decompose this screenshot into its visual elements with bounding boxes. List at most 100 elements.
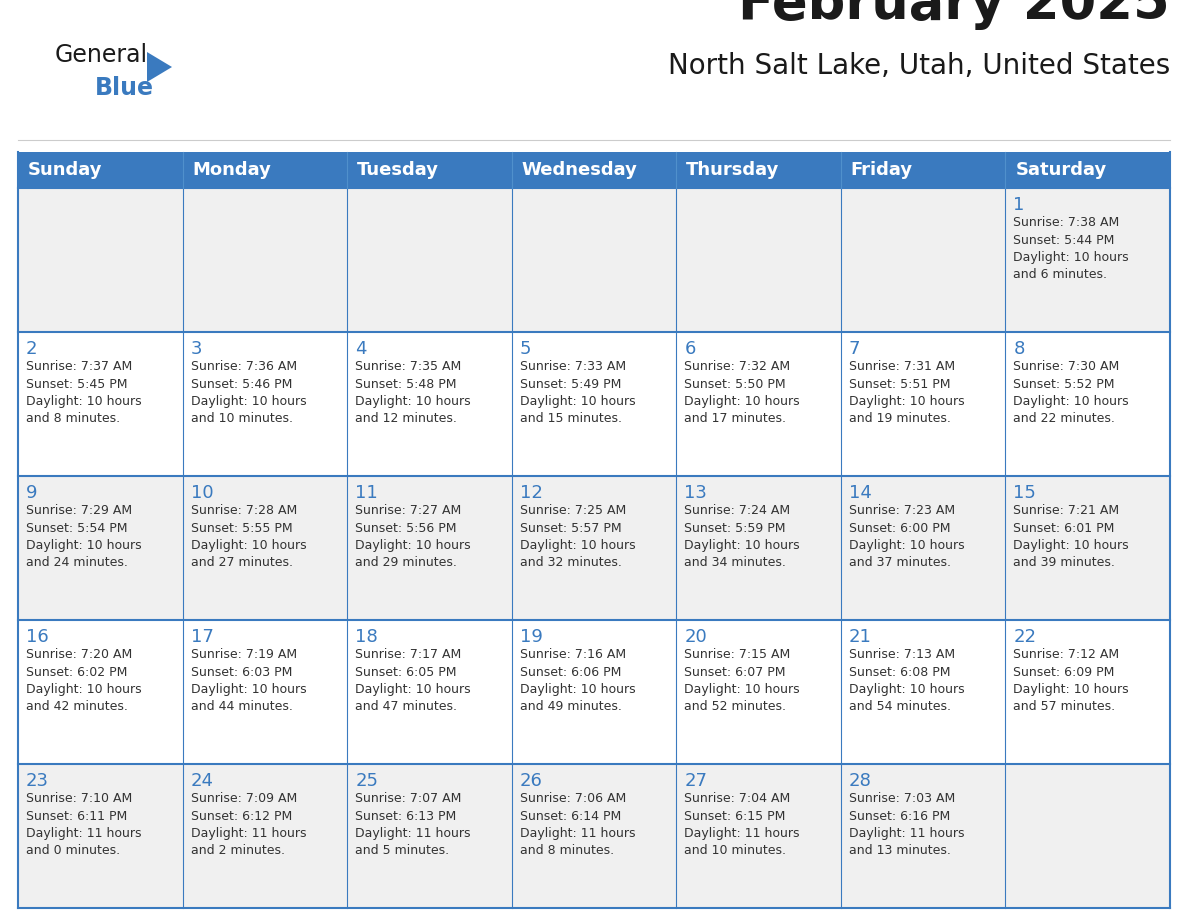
- Bar: [841, 764, 1005, 908]
- Text: 24: 24: [190, 772, 214, 790]
- Text: Wednesday: Wednesday: [522, 161, 638, 179]
- Text: Sunrise: 7:38 AM
Sunset: 5:44 PM
Daylight: 10 hours
and 6 minutes.: Sunrise: 7:38 AM Sunset: 5:44 PM Dayligh…: [1013, 216, 1129, 282]
- Bar: [183, 188, 347, 332]
- Bar: [18, 764, 183, 908]
- Bar: [183, 764, 347, 908]
- Text: Sunrise: 7:19 AM
Sunset: 6:03 PM
Daylight: 10 hours
and 44 minutes.: Sunrise: 7:19 AM Sunset: 6:03 PM Dayligh…: [190, 648, 307, 713]
- Bar: [841, 188, 1005, 332]
- Text: 12: 12: [519, 484, 543, 502]
- Bar: [18, 152, 1170, 188]
- Bar: [676, 764, 841, 908]
- Bar: [512, 764, 676, 908]
- Text: 2: 2: [26, 340, 38, 358]
- Text: 9: 9: [26, 484, 38, 502]
- Bar: [18, 332, 183, 476]
- Text: Sunrise: 7:10 AM
Sunset: 6:11 PM
Daylight: 11 hours
and 0 minutes.: Sunrise: 7:10 AM Sunset: 6:11 PM Dayligh…: [26, 792, 141, 857]
- Bar: [18, 476, 183, 620]
- Text: Sunrise: 7:25 AM
Sunset: 5:57 PM
Daylight: 10 hours
and 32 minutes.: Sunrise: 7:25 AM Sunset: 5:57 PM Dayligh…: [519, 504, 636, 569]
- Text: 23: 23: [26, 772, 49, 790]
- Text: 27: 27: [684, 772, 707, 790]
- Bar: [512, 332, 676, 476]
- Bar: [1005, 764, 1170, 908]
- Bar: [183, 620, 347, 764]
- Text: Tuesday: Tuesday: [358, 161, 440, 179]
- Text: 18: 18: [355, 628, 378, 646]
- Bar: [183, 476, 347, 620]
- Text: 14: 14: [849, 484, 872, 502]
- Text: 25: 25: [355, 772, 378, 790]
- Text: Sunrise: 7:37 AM
Sunset: 5:45 PM
Daylight: 10 hours
and 8 minutes.: Sunrise: 7:37 AM Sunset: 5:45 PM Dayligh…: [26, 360, 141, 426]
- Bar: [347, 332, 512, 476]
- Text: 7: 7: [849, 340, 860, 358]
- Text: Thursday: Thursday: [687, 161, 779, 179]
- Bar: [1005, 332, 1170, 476]
- Bar: [512, 188, 676, 332]
- Bar: [676, 620, 841, 764]
- Bar: [347, 764, 512, 908]
- Text: Sunrise: 7:33 AM
Sunset: 5:49 PM
Daylight: 10 hours
and 15 minutes.: Sunrise: 7:33 AM Sunset: 5:49 PM Dayligh…: [519, 360, 636, 426]
- Bar: [18, 620, 183, 764]
- Text: 26: 26: [519, 772, 543, 790]
- Bar: [841, 620, 1005, 764]
- Bar: [676, 476, 841, 620]
- Text: Sunrise: 7:04 AM
Sunset: 6:15 PM
Daylight: 11 hours
and 10 minutes.: Sunrise: 7:04 AM Sunset: 6:15 PM Dayligh…: [684, 792, 800, 857]
- Bar: [841, 476, 1005, 620]
- Text: 19: 19: [519, 628, 543, 646]
- Bar: [1005, 476, 1170, 620]
- Bar: [347, 476, 512, 620]
- Text: Sunrise: 7:03 AM
Sunset: 6:16 PM
Daylight: 11 hours
and 13 minutes.: Sunrise: 7:03 AM Sunset: 6:16 PM Dayligh…: [849, 792, 965, 857]
- Text: Sunrise: 7:12 AM
Sunset: 6:09 PM
Daylight: 10 hours
and 57 minutes.: Sunrise: 7:12 AM Sunset: 6:09 PM Dayligh…: [1013, 648, 1129, 713]
- Text: 1: 1: [1013, 196, 1025, 214]
- Text: February 2025: February 2025: [739, 0, 1170, 30]
- Text: Sunrise: 7:07 AM
Sunset: 6:13 PM
Daylight: 11 hours
and 5 minutes.: Sunrise: 7:07 AM Sunset: 6:13 PM Dayligh…: [355, 792, 470, 857]
- Text: Blue: Blue: [95, 76, 154, 100]
- Bar: [841, 332, 1005, 476]
- Bar: [676, 188, 841, 332]
- Text: 4: 4: [355, 340, 367, 358]
- Text: 5: 5: [519, 340, 531, 358]
- Text: Sunrise: 7:35 AM
Sunset: 5:48 PM
Daylight: 10 hours
and 12 minutes.: Sunrise: 7:35 AM Sunset: 5:48 PM Dayligh…: [355, 360, 470, 426]
- Text: 6: 6: [684, 340, 696, 358]
- Text: General: General: [55, 43, 148, 67]
- Text: 13: 13: [684, 484, 707, 502]
- Text: 3: 3: [190, 340, 202, 358]
- Bar: [183, 332, 347, 476]
- Text: Sunrise: 7:20 AM
Sunset: 6:02 PM
Daylight: 10 hours
and 42 minutes.: Sunrise: 7:20 AM Sunset: 6:02 PM Dayligh…: [26, 648, 141, 713]
- Bar: [18, 188, 183, 332]
- Text: Sunrise: 7:15 AM
Sunset: 6:07 PM
Daylight: 10 hours
and 52 minutes.: Sunrise: 7:15 AM Sunset: 6:07 PM Dayligh…: [684, 648, 800, 713]
- Text: Sunrise: 7:31 AM
Sunset: 5:51 PM
Daylight: 10 hours
and 19 minutes.: Sunrise: 7:31 AM Sunset: 5:51 PM Dayligh…: [849, 360, 965, 426]
- Text: 22: 22: [1013, 628, 1036, 646]
- Text: Sunrise: 7:06 AM
Sunset: 6:14 PM
Daylight: 11 hours
and 8 minutes.: Sunrise: 7:06 AM Sunset: 6:14 PM Dayligh…: [519, 792, 636, 857]
- Text: 15: 15: [1013, 484, 1036, 502]
- Text: Sunrise: 7:23 AM
Sunset: 6:00 PM
Daylight: 10 hours
and 37 minutes.: Sunrise: 7:23 AM Sunset: 6:00 PM Dayligh…: [849, 504, 965, 569]
- Bar: [512, 620, 676, 764]
- Bar: [1005, 188, 1170, 332]
- Text: Sunrise: 7:16 AM
Sunset: 6:06 PM
Daylight: 10 hours
and 49 minutes.: Sunrise: 7:16 AM Sunset: 6:06 PM Dayligh…: [519, 648, 636, 713]
- Text: 8: 8: [1013, 340, 1025, 358]
- Text: Sunrise: 7:17 AM
Sunset: 6:05 PM
Daylight: 10 hours
and 47 minutes.: Sunrise: 7:17 AM Sunset: 6:05 PM Dayligh…: [355, 648, 470, 713]
- Text: Monday: Monday: [192, 161, 271, 179]
- Text: Sunday: Sunday: [29, 161, 102, 179]
- Text: 16: 16: [26, 628, 49, 646]
- Text: 21: 21: [849, 628, 872, 646]
- Bar: [676, 332, 841, 476]
- Text: Sunrise: 7:09 AM
Sunset: 6:12 PM
Daylight: 11 hours
and 2 minutes.: Sunrise: 7:09 AM Sunset: 6:12 PM Dayligh…: [190, 792, 307, 857]
- Text: Sunrise: 7:13 AM
Sunset: 6:08 PM
Daylight: 10 hours
and 54 minutes.: Sunrise: 7:13 AM Sunset: 6:08 PM Dayligh…: [849, 648, 965, 713]
- Text: Sunrise: 7:24 AM
Sunset: 5:59 PM
Daylight: 10 hours
and 34 minutes.: Sunrise: 7:24 AM Sunset: 5:59 PM Dayligh…: [684, 504, 800, 569]
- Text: Sunrise: 7:28 AM
Sunset: 5:55 PM
Daylight: 10 hours
and 27 minutes.: Sunrise: 7:28 AM Sunset: 5:55 PM Dayligh…: [190, 504, 307, 569]
- Text: North Salt Lake, Utah, United States: North Salt Lake, Utah, United States: [668, 52, 1170, 80]
- Text: Sunrise: 7:27 AM
Sunset: 5:56 PM
Daylight: 10 hours
and 29 minutes.: Sunrise: 7:27 AM Sunset: 5:56 PM Dayligh…: [355, 504, 470, 569]
- Bar: [512, 476, 676, 620]
- Text: 10: 10: [190, 484, 213, 502]
- Text: Saturday: Saturday: [1016, 161, 1107, 179]
- Text: Friday: Friday: [851, 161, 914, 179]
- Bar: [347, 188, 512, 332]
- Bar: [1005, 620, 1170, 764]
- Text: 28: 28: [849, 772, 872, 790]
- Bar: [347, 620, 512, 764]
- Text: Sunrise: 7:29 AM
Sunset: 5:54 PM
Daylight: 10 hours
and 24 minutes.: Sunrise: 7:29 AM Sunset: 5:54 PM Dayligh…: [26, 504, 141, 569]
- Text: Sunrise: 7:32 AM
Sunset: 5:50 PM
Daylight: 10 hours
and 17 minutes.: Sunrise: 7:32 AM Sunset: 5:50 PM Dayligh…: [684, 360, 800, 426]
- Polygon shape: [147, 52, 172, 82]
- Text: Sunrise: 7:30 AM
Sunset: 5:52 PM
Daylight: 10 hours
and 22 minutes.: Sunrise: 7:30 AM Sunset: 5:52 PM Dayligh…: [1013, 360, 1129, 426]
- Text: Sunrise: 7:21 AM
Sunset: 6:01 PM
Daylight: 10 hours
and 39 minutes.: Sunrise: 7:21 AM Sunset: 6:01 PM Dayligh…: [1013, 504, 1129, 569]
